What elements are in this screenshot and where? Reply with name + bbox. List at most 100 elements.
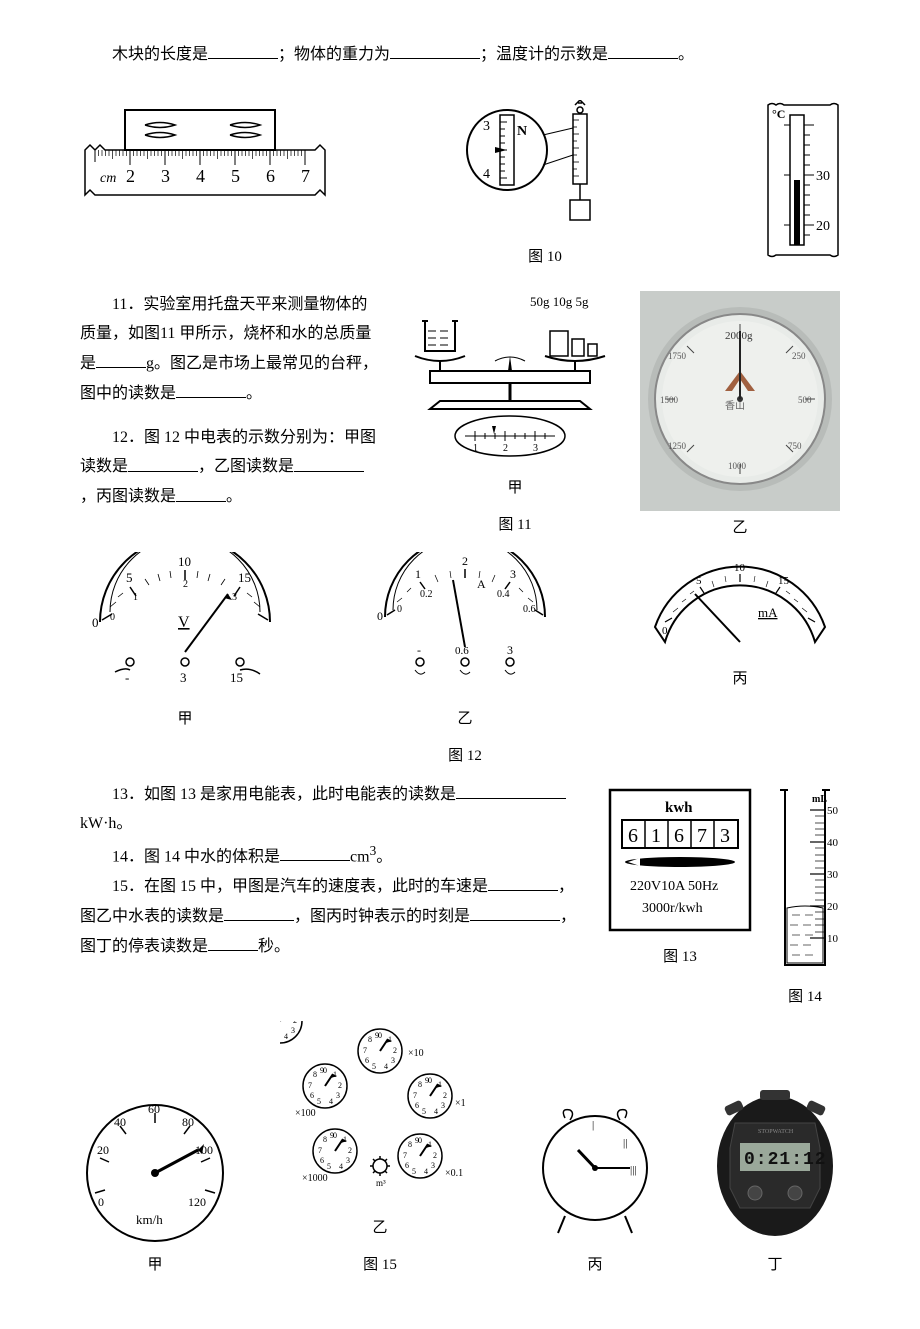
svg-text:kwh: kwh xyxy=(665,800,693,816)
svg-text:香山: 香山 xyxy=(725,400,745,412)
svg-text:120: 120 xyxy=(188,1195,206,1209)
svg-text:×0.1: ×0.1 xyxy=(445,1168,463,1179)
svg-text:0: 0 xyxy=(110,612,115,623)
q14-c: 。 xyxy=(376,848,392,865)
svg-text:250: 250 xyxy=(792,351,806,361)
q15-jia: 甲 xyxy=(147,1252,162,1279)
q15-yi: 乙 xyxy=(372,1215,387,1242)
voltmeter-figure: 0 5 10 15 0 1 2 3 V - 3 15 甲 xyxy=(80,552,290,733)
svg-text:6: 6 xyxy=(628,825,638,847)
svg-text:3: 3 xyxy=(232,592,237,603)
svg-text:15: 15 xyxy=(778,575,790,587)
svg-text:A: A xyxy=(477,577,486,591)
svg-text:×10: ×10 xyxy=(408,1048,424,1059)
svg-text:7: 7 xyxy=(697,825,707,847)
svg-text:10: 10 xyxy=(734,562,746,574)
svg-text:4: 4 xyxy=(284,1032,288,1041)
svg-text:2: 2 xyxy=(293,1021,297,1025)
svg-text:2: 2 xyxy=(503,443,508,454)
svg-text:0: 0 xyxy=(92,615,99,630)
svg-text:3: 3 xyxy=(180,670,187,685)
q14-a: 图 14 中水的体积是 xyxy=(144,848,280,865)
q11-c: 。 xyxy=(246,385,262,402)
svg-text:3: 3 xyxy=(291,1026,295,1035)
blank-kwh xyxy=(456,780,566,799)
blank-water xyxy=(224,902,294,921)
q15-num: 15． xyxy=(112,878,144,895)
svg-text:-: - xyxy=(417,643,421,657)
svg-text:15: 15 xyxy=(238,570,251,585)
svg-text:2: 2 xyxy=(126,166,135,186)
q12-d: 。 xyxy=(226,489,242,506)
fig15-label: 图 15 xyxy=(363,1252,397,1279)
q11-text: 11．实验室用托盘天平来测量物体的质量，如图11 甲所示，烧杯和水的总质量是g。… xyxy=(80,291,380,409)
svg-text:3: 3 xyxy=(507,643,513,657)
svg-text:0: 0 xyxy=(98,1195,104,1209)
fig14-label: 图 14 xyxy=(788,984,822,1011)
fig10-row: cm 2 3 4 5 6 7 3 4 N xyxy=(80,100,840,271)
svg-text:-: - xyxy=(125,670,129,685)
fig11-label: 图 11 xyxy=(498,512,531,539)
ruler-figure: cm 2 3 4 5 6 7 xyxy=(80,100,330,200)
fig12-row: 0 5 10 15 0 1 2 3 V - 3 15 甲 xyxy=(80,552,840,770)
svg-text:×1: ×1 xyxy=(455,1098,466,1109)
blank-mass xyxy=(96,349,146,368)
q12-text: 12．图 12 中电表的示数分别为：甲图读数是，乙图读数是，丙图读数是。 xyxy=(80,424,380,513)
stopwatch-figure: 0:21:12 STOPWATCH 丁 xyxy=(710,1088,840,1279)
svg-text:|||: ||| xyxy=(630,1164,637,1176)
svg-text:10: 10 xyxy=(178,554,191,569)
svg-text:0.6: 0.6 xyxy=(523,604,536,615)
intro-line: 木块的长度是；物体的重力为；温度计的示数是。 xyxy=(80,40,840,70)
q13-num: 13． xyxy=(112,786,144,803)
q11-jia: 甲 xyxy=(507,475,522,502)
svg-text:3: 3 xyxy=(533,443,538,454)
svg-text:1750: 1750 xyxy=(668,351,687,361)
q12-yi: 乙 xyxy=(457,706,472,733)
ammeter-figure: 0 1 2 3 0 0.2 A 0.4 0.6 - 0.6 3 乙 图 12 xyxy=(365,552,565,770)
milliammeter-figure: 0 5 10 15 mA 丙 xyxy=(640,552,840,693)
svg-text:1500: 1500 xyxy=(660,395,679,405)
balance-figure: 50g 10g 5g xyxy=(400,291,630,539)
svg-text:STOPWATCH: STOPWATCH xyxy=(758,1129,794,1135)
q12-b: ，乙图读数是 xyxy=(198,459,294,476)
svg-text:2: 2 xyxy=(462,554,468,568)
svg-text:60: 60 xyxy=(148,1102,160,1116)
svg-text:0.4: 0.4 xyxy=(497,589,510,600)
svg-text:1: 1 xyxy=(473,443,478,454)
svg-text:20: 20 xyxy=(827,901,839,913)
blank-v2 xyxy=(294,452,364,471)
svg-text:6: 6 xyxy=(674,825,684,847)
svg-text:1: 1 xyxy=(415,567,421,581)
dial-scale-figure: 2000g 250 500 750 1000 1250 1500 1750 香山… xyxy=(640,291,840,542)
q15-ding: 丁 xyxy=(767,1252,782,1279)
svg-text:3: 3 xyxy=(720,825,730,847)
svg-text:°C: °C xyxy=(772,107,785,121)
water-meter-figure: 0123456789 ×10 ×100 ×1000 ×1 ×0.1 m³ 乙 图… xyxy=(280,1021,480,1279)
spring-scale-figure: 3 4 N 图 10 xyxy=(465,100,625,271)
blank-temp xyxy=(608,40,678,59)
svg-text:5: 5 xyxy=(696,575,702,587)
svg-text:V: V xyxy=(178,614,190,631)
q15-e: 秒。 xyxy=(258,938,290,955)
svg-text:3: 3 xyxy=(161,166,170,186)
thermometer-figure: °C 30 20 xyxy=(760,100,840,260)
svg-text:30: 30 xyxy=(816,169,830,184)
svg-text:1000: 1000 xyxy=(728,461,747,471)
q11-block: 11．实验室用托盘天平来测量物体的质量，如图11 甲所示，烧杯和水的总质量是g。… xyxy=(80,291,840,542)
svg-text:×1000: ×1000 xyxy=(302,1173,328,1184)
blank-vol xyxy=(280,842,350,861)
svg-text:5: 5 xyxy=(126,570,133,585)
speedometer-figure: 0 20 40 60 80 100 120 km/h 甲 xyxy=(80,1098,230,1279)
intro-d: 。 xyxy=(678,46,694,63)
clock-figure: | || ||| 丙 xyxy=(530,1098,660,1279)
q12-c: ，丙图读数是 xyxy=(80,489,176,506)
q15-bing: 丙 xyxy=(587,1252,602,1279)
svg-text:mL: mL xyxy=(812,794,827,805)
q15-text: 15．在图 15 中，甲图是汽车的速度表，此时的车速是，图乙中水表的读数是，图丙… xyxy=(80,872,580,962)
svg-text:×100: ×100 xyxy=(295,1108,316,1119)
q11-yi: 乙 xyxy=(732,515,747,542)
svg-text:4: 4 xyxy=(196,166,205,186)
fig13-label: 图 13 xyxy=(663,944,697,971)
svg-text:mA: mA xyxy=(758,605,778,620)
svg-text:0:21:12: 0:21:12 xyxy=(744,1150,827,1170)
